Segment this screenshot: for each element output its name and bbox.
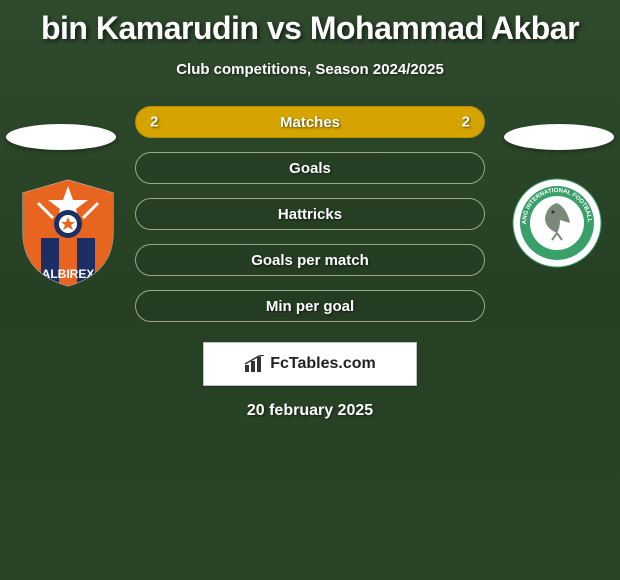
stat-label: Goals per match <box>251 252 369 269</box>
date-text: 20 february 2025 <box>0 402 620 420</box>
stat-row-min-per-goal: Min per goal <box>135 290 485 322</box>
stat-label: Min per goal <box>266 298 354 315</box>
stat-row-hattricks: Hattricks <box>135 198 485 230</box>
stat-right-value: 2 <box>462 114 470 131</box>
stat-left-value: 2 <box>150 114 158 131</box>
chart-icon <box>244 355 266 373</box>
stat-label: Matches <box>280 114 340 131</box>
subtitle: Club competitions, Season 2024/2025 <box>0 61 620 78</box>
player-left-platform <box>6 124 116 150</box>
stat-row-matches: 2 Matches 2 <box>135 106 485 138</box>
stat-row-goals-per-match: Goals per match <box>135 244 485 276</box>
brand-watermark: FcTables.com <box>203 342 417 386</box>
stat-row-goals: Goals <box>135 152 485 184</box>
player-right-platform <box>504 124 614 150</box>
brand-text: FcTables.com <box>270 355 376 373</box>
club-badge-right: GEYLANG INTERNATIONAL FOOTBALL CLUB · 19… <box>512 178 602 268</box>
page-title: bin Kamarudin vs Mohammad Akbar <box>0 0 620 47</box>
stat-label: Hattricks <box>278 206 342 223</box>
club-badge-left: ALBIREX <box>18 178 118 288</box>
stat-label: Goals <box>289 160 331 177</box>
